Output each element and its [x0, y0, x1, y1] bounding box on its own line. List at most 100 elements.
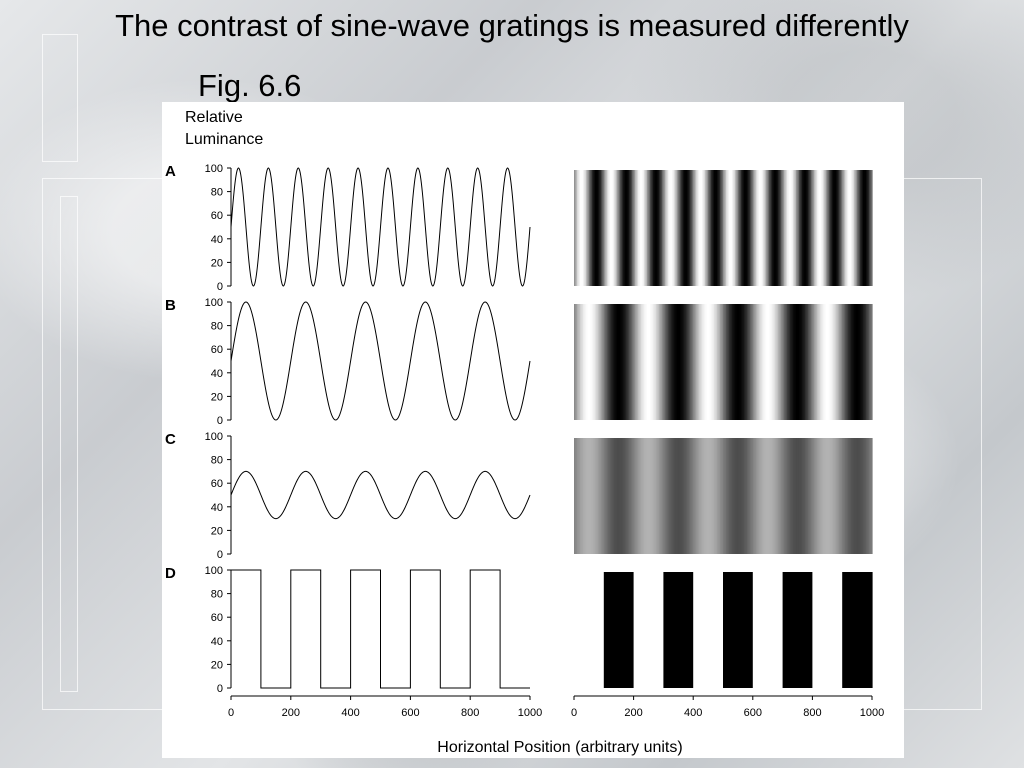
- grating-stripe-C: [864, 438, 867, 554]
- grating-stripe-B: [761, 304, 764, 420]
- grating-stripe-A: [766, 170, 769, 286]
- grating-stripe-C: [815, 438, 818, 554]
- grating-stripe-A: [581, 170, 584, 286]
- figure-panel: Relative Luminance A 0 20 40 60 80 100 B 0 20 40 60…: [162, 102, 904, 758]
- grating-stripe-A: [818, 170, 821, 286]
- grating-stripe-B: [807, 304, 811, 420]
- grating-stripe-C: [715, 438, 718, 554]
- grating-stripe-C: [746, 438, 749, 554]
- grating-stripe-C: [720, 438, 723, 554]
- grating-stripe-B: [615, 304, 618, 420]
- grating-stripe-B: [717, 304, 720, 420]
- grating-stripe-A: [737, 170, 740, 286]
- grating-stripe-B: [830, 304, 833, 420]
- grating-stripe-B: [623, 304, 626, 420]
- grating-stripe-A: [717, 170, 720, 286]
- grating-stripe-B: [760, 304, 763, 420]
- grating-stripe-A: [748, 170, 751, 286]
- grating-stripe-A: [584, 170, 587, 286]
- grating-stripe-B: [806, 304, 809, 420]
- grating-stripe-C: [617, 438, 620, 554]
- grating-stripe-B: [797, 304, 800, 420]
- grating-stripe-B: [724, 304, 727, 420]
- grating-stripe-B: [584, 304, 587, 420]
- grating-stripe-A: [852, 170, 855, 286]
- grating-stripe-C: [712, 438, 715, 554]
- grating-stripe-B: [684, 304, 687, 420]
- grating-stripe-B: [639, 304, 642, 420]
- grating-stripe-C: [714, 438, 717, 554]
- panel-label-D: D: [165, 565, 176, 582]
- grating-stripe-A: [810, 170, 813, 286]
- grating-stripe-C: [576, 438, 580, 554]
- grating-stripe-C: [781, 438, 784, 554]
- grating-stripe-C: [787, 438, 790, 554]
- grating-stripe-B: [752, 304, 755, 420]
- grating-stripe-A: [842, 170, 845, 286]
- grating-stripe-B: [772, 304, 775, 420]
- grating-stripe-C: [645, 438, 648, 554]
- grating-stripe-A: [785, 170, 788, 286]
- grating-stripe-B: [770, 304, 773, 420]
- grating-stripe-B: [620, 304, 623, 420]
- grating-stripe-C: [788, 438, 791, 554]
- grating-stripe-A: [654, 170, 657, 286]
- grating-stripe-C: [845, 438, 848, 554]
- grating-stripe-A: [806, 170, 809, 286]
- grating-stripe-C: [667, 438, 670, 554]
- grating-stripe-B: [757, 304, 760, 420]
- grating-stripe-A: [784, 170, 787, 286]
- grating-stripe-C: [739, 438, 742, 554]
- grating-stripe-C: [679, 438, 682, 554]
- grating-stripe-A: [645, 170, 648, 286]
- grating-stripe-B: [664, 304, 667, 420]
- grating-stripe-A: [809, 170, 812, 286]
- grating-stripe-C: [763, 438, 766, 554]
- grating-stripe-A: [760, 170, 763, 286]
- grating-stripe-C: [615, 438, 618, 554]
- grating-stripe-C: [597, 438, 600, 554]
- grating-stripe-A: [606, 170, 609, 286]
- grating-stripe-A: [675, 170, 678, 286]
- grating-stripe-C: [654, 438, 657, 554]
- grating-stripe-C: [635, 438, 638, 554]
- grating-stripe-C: [869, 438, 872, 554]
- grating-stripe-B: [791, 304, 794, 420]
- grating-stripe-C: [813, 438, 816, 554]
- grating-stripe-B: [632, 304, 635, 420]
- grating-stripe-A: [576, 170, 580, 286]
- grating-stripe-B: [579, 304, 583, 420]
- grating-stripe-B: [691, 304, 694, 420]
- grating-stripe-C: [822, 438, 825, 554]
- grating-stripe-B: [673, 304, 676, 420]
- grating-stripe-C: [633, 438, 636, 554]
- grating-stripe-B: [804, 304, 808, 420]
- grating-stripe-C: [803, 438, 806, 554]
- grating-stripe-C: [791, 438, 794, 554]
- grating-stripe-B: [645, 304, 648, 420]
- y-tick-label-B-40: 40: [211, 368, 223, 380]
- grating-stripe-A: [846, 170, 849, 286]
- grating-stripe-C: [648, 438, 651, 554]
- grating-stripe-A: [574, 170, 577, 286]
- grating-stripe-A: [840, 170, 843, 286]
- grating-stripe-C: [804, 438, 808, 554]
- grating-stripe-B: [810, 304, 813, 420]
- grating-stripe-A: [684, 170, 687, 286]
- grating-stripe-C: [582, 438, 586, 554]
- grating-stripe-C: [684, 438, 687, 554]
- grating-stripe-B: [845, 304, 848, 420]
- grating-stripe-B: [728, 304, 732, 420]
- grating-stripe-C: [620, 438, 623, 554]
- grating-stripe-A: [837, 170, 840, 286]
- grating-stripe-A: [609, 170, 612, 286]
- grating-stripe-C: [848, 438, 851, 554]
- grating-stripe-C: [800, 438, 803, 554]
- grating-stripe-B: [821, 304, 824, 420]
- grating-stripe-A: [845, 170, 848, 286]
- slide-title: The contrast of sine-wave gratings is me…: [115, 8, 909, 43]
- grating-stripe-A: [848, 170, 851, 286]
- grating-stripe-A: [632, 170, 635, 286]
- grating-stripe-B: [721, 304, 724, 420]
- grating-stripe-A: [608, 170, 611, 286]
